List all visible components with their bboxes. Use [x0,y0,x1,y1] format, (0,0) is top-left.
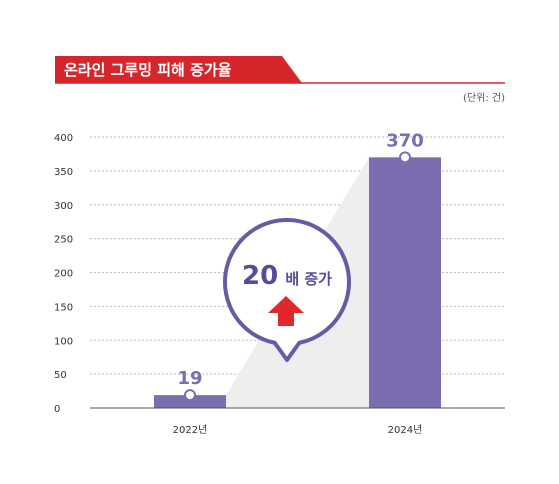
y-tick-label: 50 [54,370,67,381]
y-tick-label: 150 [54,302,73,313]
bar [154,395,226,408]
x-axis-labels: 2022년 2024년 [173,424,423,436]
y-tick-label: 350 [54,167,73,178]
callout-bubble [223,218,351,362]
bars [154,157,441,408]
unit-label: (단위: 건) [463,91,505,104]
value-labels: 19 370 [177,130,423,389]
y-tick-label: 250 [54,235,73,246]
callout-label: 20 배 증가 [242,261,332,291]
callout-text: 배 증가 [285,270,332,288]
data-label: 19 [177,368,202,389]
x-tick-label: 2022년 [173,424,208,436]
y-tick-label: 400 [54,133,73,144]
bar [369,157,441,408]
y-axis-ticks: 0 50 100 150 200 250 300 350 400 [54,133,73,415]
data-label: 370 [386,130,424,151]
callout-number: 20 [242,261,278,291]
bar-marker [184,389,196,402]
y-tick-label: 300 [54,201,73,212]
title-banner: 온라인 그루밍 피해 증가율 [55,56,505,84]
y-tick-label: 0 [54,404,60,415]
growth-callout: 20 배 증가 [223,218,351,362]
value-markers [184,151,411,402]
chart-title: 온라인 그루밍 피해 증가율 [64,61,232,79]
x-tick-label: 2024년 [388,424,423,436]
up-arrow-icon [268,296,304,326]
y-tick-label: 100 [54,336,73,347]
bar-marker [399,151,411,164]
y-tick-label: 200 [54,269,73,280]
title-background [55,56,302,83]
